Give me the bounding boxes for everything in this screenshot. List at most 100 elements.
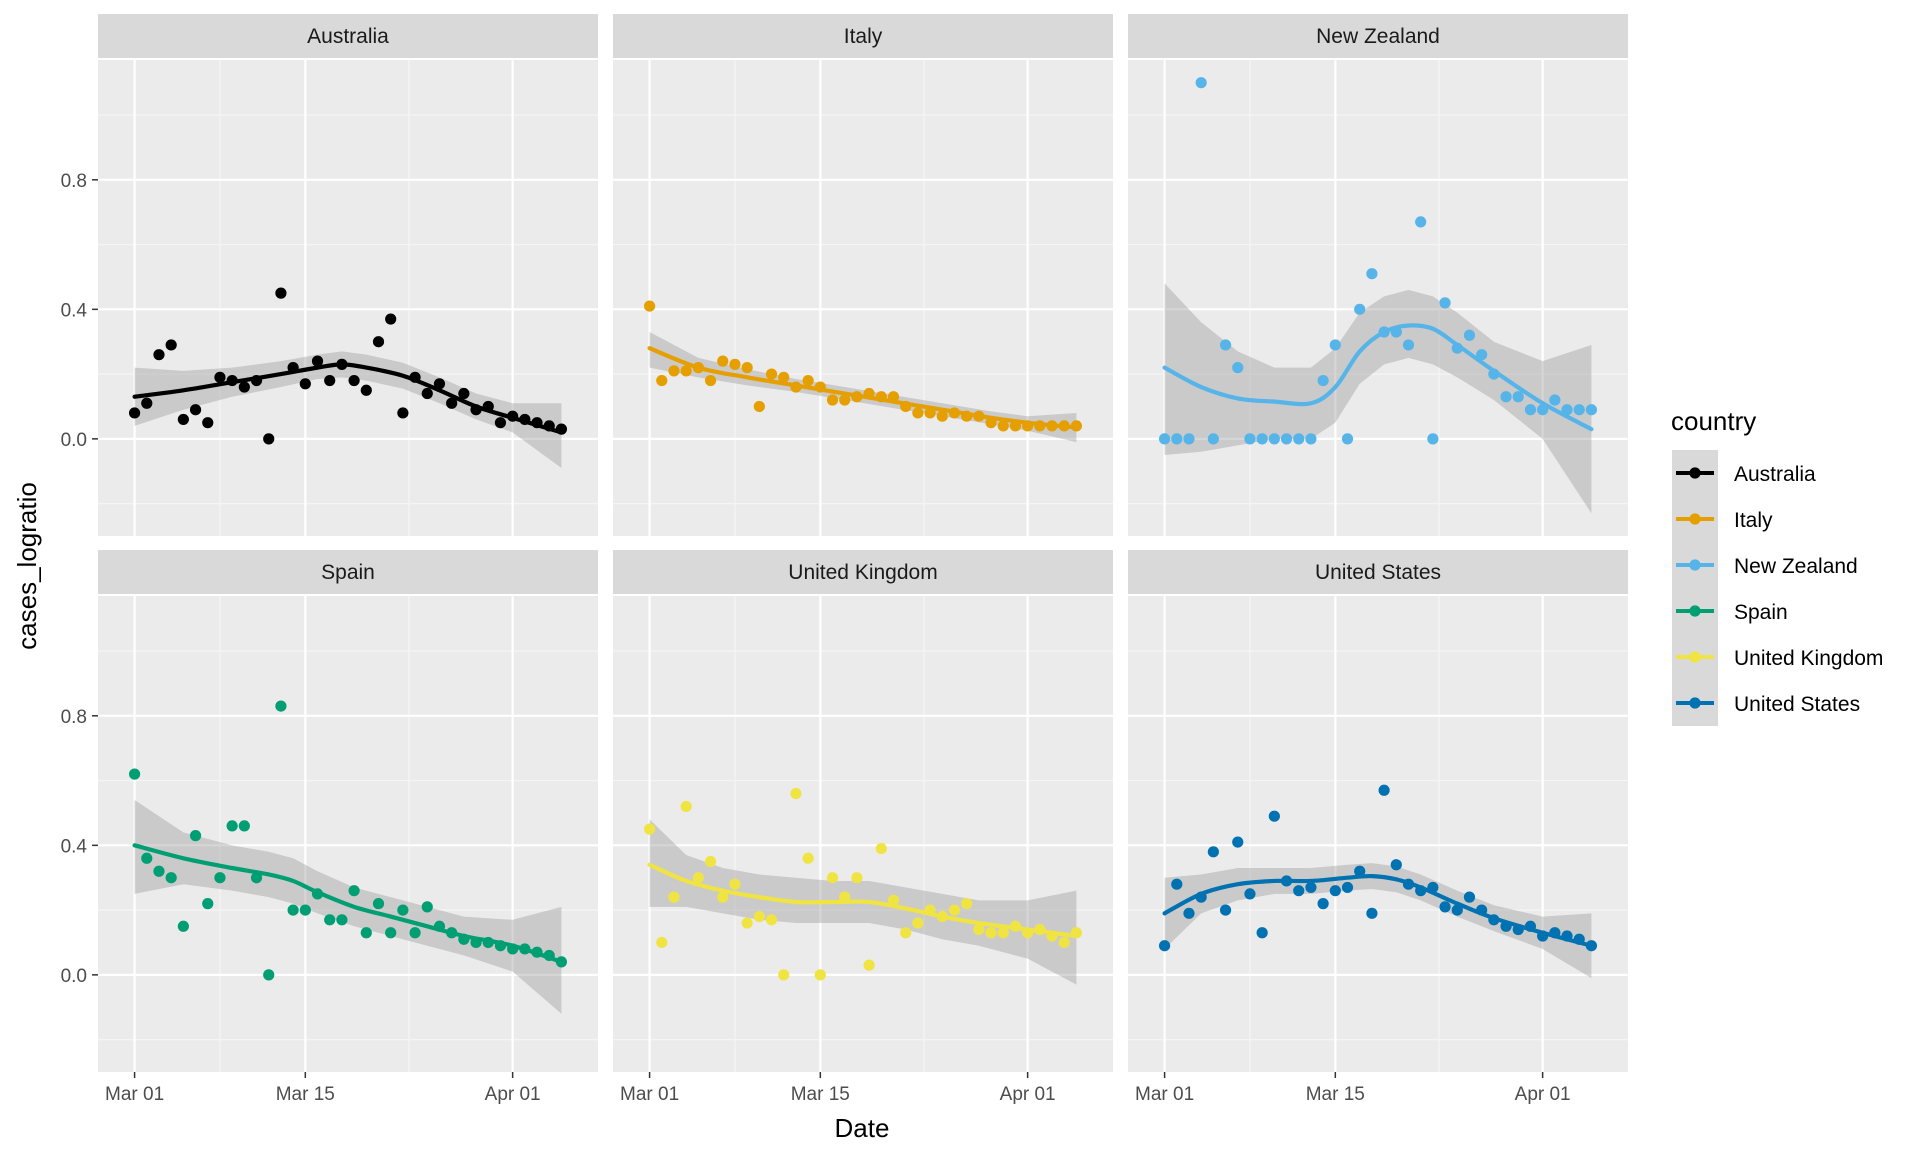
data-point <box>765 368 778 380</box>
data-point <box>1427 433 1439 445</box>
data-point <box>214 872 226 884</box>
data-point <box>1585 404 1598 416</box>
facet-strip-label: Italy <box>844 25 883 48</box>
data-point <box>1256 433 1268 445</box>
data-point <box>1195 77 1207 89</box>
legend-entry-label: United Kingdom <box>1734 647 1883 670</box>
data-point <box>1354 865 1366 877</box>
x-tick-label: Apr 01 <box>485 1084 541 1105</box>
legend-key-point <box>1689 513 1701 525</box>
data-point <box>141 852 153 864</box>
data-point <box>1244 888 1256 900</box>
y-axis-title: cases_logratio <box>12 482 42 650</box>
data-point <box>1305 433 1317 445</box>
data-point <box>433 378 446 390</box>
data-point <box>826 872 839 884</box>
x-tick-label: Apr 01 <box>1000 1084 1056 1105</box>
data-point <box>973 923 985 936</box>
data-point <box>741 917 753 929</box>
data-point <box>900 927 912 939</box>
data-point <box>1329 885 1341 897</box>
data-point <box>948 904 961 916</box>
data-point <box>668 365 680 377</box>
x-tick-label: Mar 15 <box>791 1084 850 1105</box>
data-point <box>704 855 717 868</box>
data-point <box>1293 885 1305 897</box>
data-point <box>1171 433 1183 445</box>
y-tick-label: 0.0 <box>61 430 87 451</box>
data-point <box>153 349 165 361</box>
data-point <box>421 901 433 913</box>
data-point <box>372 898 385 910</box>
facet-strip <box>98 14 598 58</box>
data-point <box>1561 404 1573 416</box>
legend-key-point <box>1689 605 1701 617</box>
data-point <box>1366 268 1378 280</box>
data-point <box>1415 216 1427 228</box>
facet-panel: Spain 0.0 0.4 0.8 Mar 01 Mar 15 Apr 01 <box>61 550 598 1105</box>
data-point <box>1244 433 1256 445</box>
data-point <box>1354 303 1366 315</box>
data-point <box>348 885 360 897</box>
facet-panel: United Kingdom Mar 01 Mar 15 Apr 01 <box>613 550 1113 1105</box>
data-point <box>238 381 250 393</box>
data-point <box>202 417 214 429</box>
data-point <box>348 374 360 387</box>
legend-entry-label: Australia <box>1734 463 1816 486</box>
data-point <box>141 397 153 409</box>
data-point <box>153 865 165 877</box>
data-point <box>1158 940 1171 952</box>
data-point <box>275 700 287 712</box>
x-tick-label: Mar 15 <box>276 1084 335 1105</box>
y-tick-label: 0.4 <box>61 300 88 321</box>
data-point <box>1573 404 1585 416</box>
data-point <box>1451 904 1463 916</box>
data-point <box>753 910 765 923</box>
data-point <box>1549 394 1561 406</box>
data-point <box>1524 404 1537 416</box>
data-point <box>668 891 680 903</box>
facet-strip-label: New Zealand <box>1316 25 1440 48</box>
data-point <box>1280 433 1293 445</box>
legend-key-point <box>1689 651 1701 663</box>
data-point <box>1219 339 1232 351</box>
x-tick-label: Mar 01 <box>1135 1084 1194 1105</box>
data-point <box>680 365 692 377</box>
facet-strip-label: Australia <box>307 25 389 48</box>
data-point <box>1463 891 1476 903</box>
data-point <box>1183 907 1195 919</box>
data-point <box>1402 339 1415 351</box>
data-point <box>826 394 839 406</box>
panel-background <box>98 60 598 536</box>
data-point <box>458 387 470 400</box>
facet-panel: Italy <box>613 14 1113 536</box>
data-point <box>214 371 226 383</box>
data-point <box>360 927 372 939</box>
data-point <box>409 927 421 939</box>
data-point <box>299 904 311 916</box>
x-tick-label: Mar 01 <box>620 1084 679 1105</box>
data-point <box>997 420 1009 432</box>
data-point <box>189 830 202 842</box>
legend-title: country <box>1671 406 1756 436</box>
data-point <box>1268 433 1280 445</box>
data-point <box>385 927 397 939</box>
data-point <box>753 400 765 413</box>
data-point <box>1366 907 1378 919</box>
data-point <box>1476 349 1488 361</box>
data-point <box>238 820 250 832</box>
data-point <box>189 404 202 416</box>
data-point <box>1058 936 1070 949</box>
facet-strip <box>613 550 1113 594</box>
data-point <box>790 787 802 800</box>
data-point <box>1232 362 1244 374</box>
x-tick-label: Mar 15 <box>1306 1084 1365 1105</box>
facet-panel: New Zealand <box>1128 14 1628 536</box>
facet-strip-label: United States <box>1315 561 1441 584</box>
data-point <box>287 904 299 916</box>
data-point <box>839 394 851 406</box>
data-point <box>1171 878 1183 890</box>
data-point <box>729 878 741 890</box>
data-point <box>1268 810 1280 822</box>
data-point <box>1317 374 1329 387</box>
